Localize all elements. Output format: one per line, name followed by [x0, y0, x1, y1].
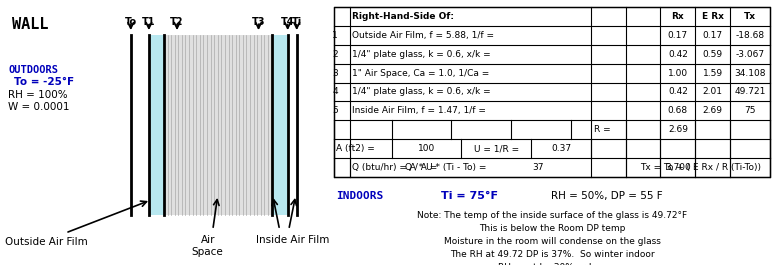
Text: Inside Air Film, f = 1.47, 1/f =: Inside Air Film, f = 1.47, 1/f =: [352, 106, 486, 115]
Text: Q / A =: Q / A =: [405, 163, 438, 172]
Text: RH must be 30% or less: RH must be 30% or less: [498, 263, 606, 265]
Bar: [164, 35, 272, 215]
Text: 1.00: 1.00: [668, 69, 688, 78]
Text: OUTDOORS: OUTDOORS: [8, 65, 58, 75]
Text: T4: T4: [281, 17, 294, 27]
Text: 37: 37: [532, 163, 543, 172]
Text: Ti = 75°F: Ti = 75°F: [442, 191, 499, 201]
Text: 5: 5: [332, 106, 338, 115]
Text: Air
Space: Air Space: [192, 235, 224, 257]
Text: 2.01: 2.01: [703, 87, 723, 96]
Text: Moisture in the room will condense on the glass: Moisture in the room will condense on th…: [444, 237, 660, 246]
Text: T1: T1: [142, 17, 156, 27]
Text: -18.68: -18.68: [736, 31, 764, 40]
Text: Inside Air Film: Inside Air Film: [256, 235, 330, 245]
Text: 0.68: 0.68: [668, 106, 688, 115]
Text: 2.69: 2.69: [668, 125, 688, 134]
Text: 4: 4: [332, 87, 338, 96]
Text: 34.108: 34.108: [734, 69, 766, 78]
Text: A (ft2) =: A (ft2) =: [336, 144, 374, 153]
Text: 1/4" plate glass, k = 0.6, x/k =: 1/4" plate glass, k = 0.6, x/k =: [352, 50, 490, 59]
Text: To: To: [125, 17, 137, 27]
Bar: [149, 35, 164, 215]
Text: Rx: Rx: [672, 12, 684, 21]
Bar: [272, 35, 288, 215]
Text: 0.59: 0.59: [703, 50, 723, 59]
Text: T3: T3: [252, 17, 266, 27]
Text: U = 1/R =: U = 1/R =: [474, 144, 519, 153]
Text: 1" Air Space, Ca = 1.0, 1/Ca =: 1" Air Space, Ca = 1.0, 1/Ca =: [352, 69, 489, 78]
Text: Tx: Tx: [744, 12, 756, 21]
Text: 100: 100: [418, 144, 435, 153]
Text: T2: T2: [171, 17, 184, 27]
Text: Note: The temp of the inside surface of the glass is 49.72°F: Note: The temp of the inside surface of …: [417, 211, 687, 220]
Text: 0.42: 0.42: [668, 50, 688, 59]
Text: 1.59: 1.59: [703, 69, 723, 78]
Text: Ti: Ti: [292, 17, 302, 27]
Text: 0.17: 0.17: [703, 31, 723, 40]
Text: RH = 50%, DP = 55 F: RH = 50%, DP = 55 F: [551, 191, 662, 201]
Text: Tx = To + ( E Rx / R (Ti-To)): Tx = To + ( E Rx / R (Ti-To)): [640, 163, 761, 172]
Text: Outside Air Film, f = 5.88, 1/f =: Outside Air Film, f = 5.88, 1/f =: [352, 31, 494, 40]
Text: 0.42: 0.42: [668, 87, 688, 96]
Text: E Rx: E Rx: [702, 12, 723, 21]
Text: The RH at 49.72 DP is 37%.  So winter indoor: The RH at 49.72 DP is 37%. So winter ind…: [449, 250, 655, 259]
Text: RH = 100%: RH = 100%: [8, 90, 68, 100]
Text: 1/4" plate glass, k = 0.6, x/k =: 1/4" plate glass, k = 0.6, x/k =: [352, 87, 490, 96]
Text: 0.37: 0.37: [551, 144, 571, 153]
Bar: [334, 7, 770, 177]
Text: WALL: WALL: [12, 17, 49, 32]
Text: To = -25°F: To = -25°F: [14, 77, 74, 87]
Text: 49.721: 49.721: [734, 87, 766, 96]
Text: This is below the Room DP temp: This is below the Room DP temp: [479, 224, 625, 233]
Text: 75: 75: [744, 106, 756, 115]
Text: -3.067: -3.067: [736, 50, 764, 59]
Text: 3: 3: [332, 69, 338, 78]
Text: 2.69: 2.69: [703, 106, 723, 115]
Text: 3,700: 3,700: [665, 163, 691, 172]
Text: 2: 2: [332, 50, 338, 59]
Text: INDOORS: INDOORS: [336, 191, 383, 201]
Text: Right-Hand-Side Of:: Right-Hand-Side Of:: [352, 12, 454, 21]
Text: W = 0.0001: W = 0.0001: [8, 102, 69, 112]
Text: R =: R =: [594, 125, 611, 134]
Text: 0.17: 0.17: [668, 31, 688, 40]
Text: 1: 1: [332, 31, 338, 40]
Text: Outside Air Film: Outside Air Film: [5, 237, 88, 247]
Text: Q (btu/hr) = A * U * (Ti - To) =: Q (btu/hr) = A * U * (Ti - To) =: [352, 163, 486, 172]
